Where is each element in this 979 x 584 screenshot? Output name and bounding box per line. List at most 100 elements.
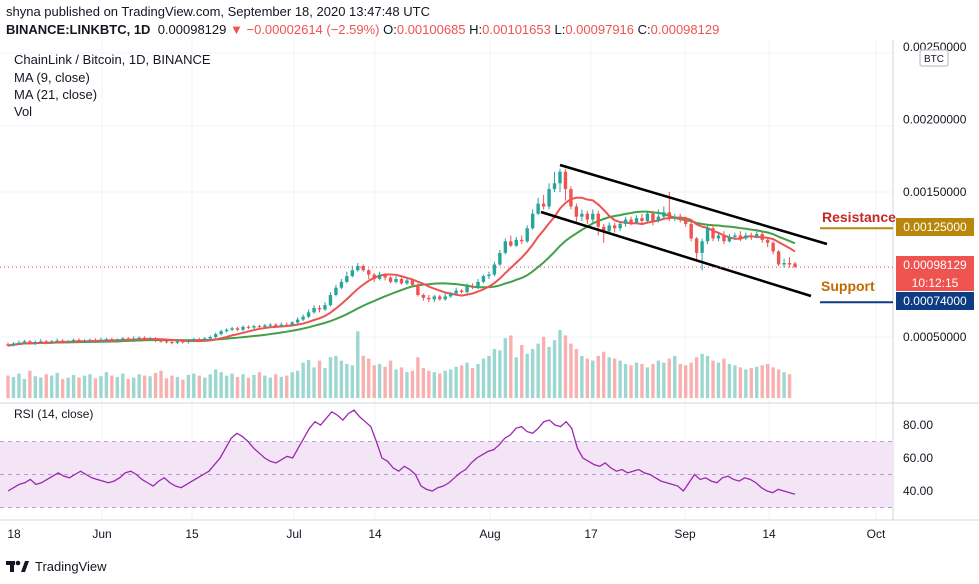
volume-bar (405, 372, 409, 398)
volume-bar (181, 379, 185, 398)
candle-body (722, 235, 726, 242)
candle-body (569, 189, 573, 207)
candle-body (274, 324, 278, 327)
volume-bar (416, 357, 420, 398)
rsi-tick-label: 40.00 (903, 484, 933, 498)
volume-bar (44, 374, 48, 398)
chart-legend-and-annotations: ChainLink / Bitcoin, 1D, BINANCE MA (9, … (14, 52, 896, 421)
candle-body (776, 251, 781, 265)
volume-bar (290, 372, 294, 398)
volume-bar (618, 360, 622, 398)
low-label: L: (554, 22, 566, 37)
price-tick-label: 0.00200000 (903, 113, 967, 127)
volume-bar (71, 374, 76, 398)
time-tick-label: Sep (674, 527, 696, 541)
candle-body (208, 337, 212, 339)
tradingview-brand-label: TradingView (35, 558, 107, 574)
volume-bar (547, 347, 551, 398)
close-value: 0.00098129 (650, 22, 720, 37)
candle-body (55, 340, 59, 342)
volume-bar (394, 369, 398, 398)
candle-body (356, 265, 360, 271)
volume-bars (6, 330, 792, 398)
candle-body (689, 223, 693, 239)
resistance-annotation: Resistance (822, 209, 896, 225)
volume-bar (246, 377, 251, 398)
candle-body (591, 213, 595, 220)
volume-bar (563, 335, 568, 398)
legend-title: ChainLink / Bitcoin, 1D, BINANCE (14, 52, 211, 67)
candle-body (459, 290, 464, 293)
volume-bar (22, 378, 27, 398)
currency-badge[interactable] (919, 49, 949, 67)
candle-body (645, 213, 650, 221)
volume-bar (634, 362, 639, 398)
candle-body (126, 338, 130, 340)
volume-bar (241, 374, 245, 398)
volume-bar (607, 357, 611, 398)
candle-body (399, 279, 404, 284)
candle-body (22, 341, 27, 343)
chart-frame (0, 40, 979, 521)
time-tick-label: Aug (479, 527, 500, 541)
volume-bar (33, 376, 38, 398)
candle-body (170, 342, 174, 344)
candle-body (295, 319, 300, 323)
rsi-line (7, 409, 796, 495)
symbol-label: BINANCE:LINKBTC, 1D (6, 22, 151, 37)
volume-bar (197, 375, 201, 398)
candle-body (345, 276, 349, 282)
candle-body (580, 213, 584, 217)
price-scale-badges: BTC 0.00125000 0.00098129 10:12:15 0.000… (896, 49, 974, 310)
candle-body (476, 281, 480, 288)
open-label: O: (383, 22, 397, 37)
volume-bar (465, 362, 469, 398)
candle-body (350, 270, 355, 277)
candle-body (563, 171, 568, 190)
support-annotation: Support (821, 278, 875, 294)
volume-bar (727, 364, 732, 398)
candle-body (602, 226, 606, 232)
candle-body (11, 343, 16, 346)
volume-bar (520, 344, 524, 398)
candle-body (574, 206, 579, 217)
volume-bar (153, 372, 158, 398)
volume-bar (361, 355, 365, 398)
time-tick-label: Jul (286, 527, 301, 541)
last-price-label: 0.00098129 (903, 258, 967, 272)
volume-bar (213, 369, 218, 398)
volume-bar (711, 360, 715, 398)
tradingview-branding[interactable]: TradingView (6, 558, 107, 574)
volume-bar (782, 372, 786, 398)
candle-body (711, 228, 715, 239)
volume-bar (295, 370, 300, 398)
volume-bar (771, 367, 775, 398)
price-tick-label: 0.00050000 (903, 330, 967, 344)
channel-upper-line (559, 163, 828, 246)
volume-bar (443, 370, 447, 398)
candle-body (268, 324, 273, 326)
candle-body (175, 341, 180, 343)
candle-body (443, 296, 447, 300)
volume-bar (28, 370, 32, 398)
price-chart[interactable]: 0.00050000 0.00150000 0.00200000 0.00250000… (0, 40, 979, 550)
candle-body (749, 235, 753, 237)
volume-bar (580, 355, 584, 398)
candle-body (28, 341, 32, 344)
descending-channel (540, 163, 828, 298)
candle-body (115, 339, 119, 341)
rsi-tick-label: 60.00 (903, 451, 933, 465)
resistance-price-badge (896, 218, 974, 236)
publish-line: shyna published on TradingView.com, Sept… (6, 4, 430, 19)
candle-body (104, 339, 109, 341)
volume-bar (372, 365, 376, 398)
candle-body (197, 339, 201, 341)
volume-bar (700, 353, 704, 398)
candle-body (121, 338, 125, 340)
volume-bar (470, 368, 475, 398)
candle-body (552, 183, 557, 190)
candle-body (525, 228, 529, 242)
volume-bar (230, 373, 234, 398)
candle-body (388, 277, 393, 282)
volume-bar (203, 377, 207, 398)
